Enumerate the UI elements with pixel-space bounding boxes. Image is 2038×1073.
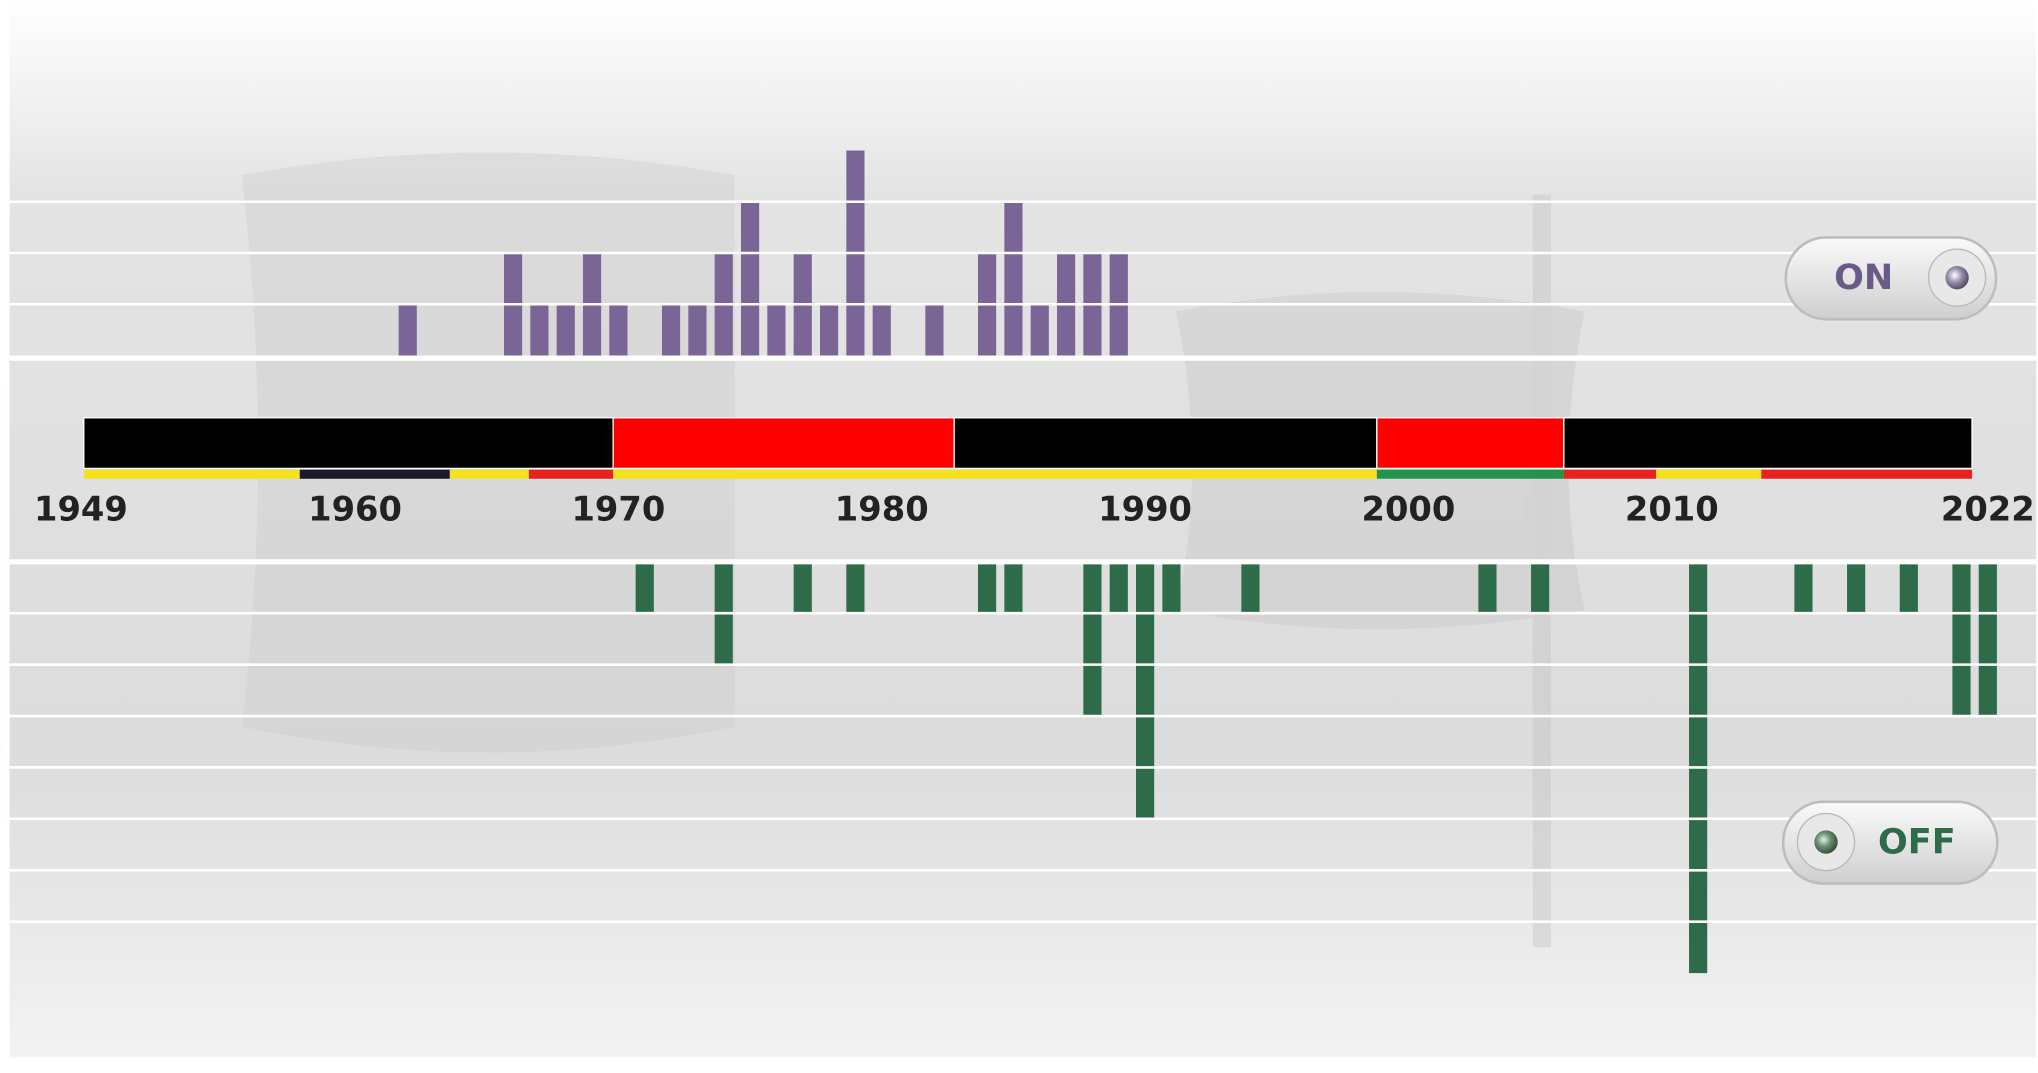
bar	[1794, 561, 1813, 614]
bar	[1162, 561, 1181, 614]
x-tick-label: 2010	[1625, 490, 1719, 529]
bar	[1531, 561, 1550, 614]
bar	[1136, 561, 1155, 819]
coalition-bar	[613, 469, 1377, 479]
government-bar	[83, 417, 614, 470]
bar	[1030, 304, 1049, 356]
coalition-bar	[1376, 469, 1564, 479]
x-tick-label: 1990	[1098, 490, 1192, 529]
bar	[556, 304, 575, 356]
coalition-bar	[1655, 469, 1762, 479]
bar	[1847, 561, 1866, 614]
toggle-label: OFF	[1878, 821, 1956, 862]
bar	[635, 561, 654, 614]
government-bar	[953, 417, 1378, 470]
bar	[1478, 561, 1497, 614]
bar	[819, 304, 839, 356]
coalition-bar	[83, 469, 300, 479]
bar	[1899, 561, 1918, 614]
x-tick-label: 1970	[571, 490, 665, 529]
x-tick-label: 1980	[835, 490, 929, 529]
bar	[925, 304, 944, 356]
government-bar	[1376, 417, 1565, 470]
toggle-knob	[1945, 265, 1969, 290]
bottom-edge	[1, 1057, 2037, 1073]
bar	[978, 561, 997, 614]
x-tick-label: 2022	[1941, 490, 2035, 529]
bar	[1109, 561, 1128, 614]
bar	[1004, 561, 1023, 614]
x-tick-label: 2000	[1362, 490, 1456, 529]
coalition-bar	[528, 469, 614, 479]
toggle-knob	[1814, 830, 1838, 854]
bar	[609, 304, 628, 356]
bar	[740, 201, 760, 356]
government-bar	[612, 417, 955, 470]
on-toggle[interactable]: ON	[1784, 236, 1998, 321]
left-edge	[1, 0, 10, 1073]
bar	[1952, 561, 1971, 717]
coalition-bar	[449, 469, 529, 479]
bar	[398, 304, 417, 356]
coalition-bar	[1761, 469, 1973, 479]
government-bar	[1563, 417, 1973, 470]
bar	[793, 561, 812, 614]
x-tick-label: 1949	[34, 490, 128, 529]
bar	[1083, 561, 1102, 717]
bar	[767, 304, 786, 356]
bar	[846, 561, 865, 614]
coalition-bar	[299, 469, 450, 479]
bar	[661, 304, 681, 356]
plot: 1949 1960 1970 1980 1990 2000 2010 2022	[9, 150, 2037, 974]
toggle-label: ON	[1834, 257, 1893, 298]
bar	[872, 304, 891, 356]
bar	[1978, 561, 1997, 717]
bar	[1004, 201, 1023, 356]
bar	[688, 304, 707, 356]
coalition-bar	[1563, 469, 1656, 479]
bar	[530, 304, 549, 356]
off-toggle[interactable]: OFF	[1781, 800, 1999, 885]
bar	[1241, 561, 1260, 614]
x-tick-label: 1960	[308, 490, 402, 529]
